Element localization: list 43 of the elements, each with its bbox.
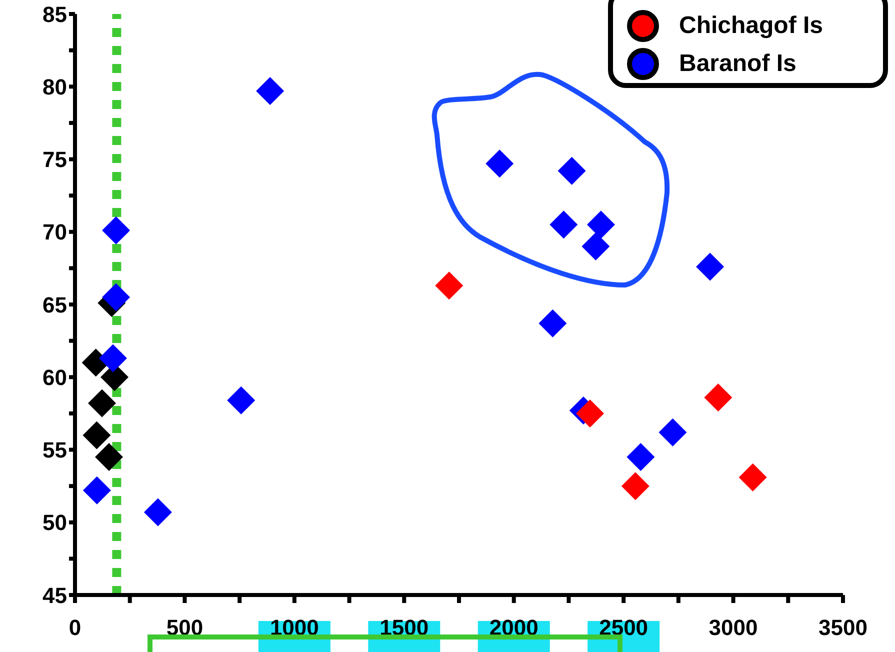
x-tick-label: 3000 (708, 615, 758, 640)
point (435, 272, 464, 300)
point (586, 210, 615, 239)
point (144, 498, 172, 526)
y-tick-label: 65 (42, 292, 67, 318)
point (256, 76, 284, 105)
point (82, 421, 111, 450)
point (696, 252, 724, 281)
point (621, 472, 650, 500)
y-tick-label: 75 (42, 147, 67, 172)
x-tick-label: 0 (68, 615, 82, 640)
y-tick-label: 60 (42, 364, 67, 390)
y-tick-label: 50 (42, 510, 67, 536)
point (558, 156, 586, 185)
x-tick-label: 1500 (380, 615, 429, 640)
y-tick-label: 80 (42, 74, 67, 100)
point (98, 344, 127, 372)
point (227, 386, 256, 414)
x-tick-label: 500 (166, 615, 204, 640)
legend-label: Chichagof Is (679, 12, 824, 40)
point (626, 443, 655, 472)
point (738, 463, 767, 492)
point (538, 309, 567, 338)
point (550, 210, 578, 239)
point (102, 216, 130, 244)
point (704, 383, 732, 412)
point (582, 232, 610, 260)
y-tick-label: 85 (42, 2, 67, 27)
point (95, 443, 124, 472)
point (486, 150, 514, 178)
x-tick-label: 2500 (599, 615, 648, 640)
point (102, 283, 130, 312)
x-tick-label: 3500 (818, 615, 868, 640)
x-tick-label: 2000 (489, 615, 538, 640)
y-tick-label: 70 (42, 220, 67, 245)
point (576, 399, 604, 428)
x-tick-label: 1000 (270, 615, 319, 640)
point (82, 476, 111, 504)
y-tick-label: 55 (42, 438, 67, 463)
y-tick-label: 45 (42, 582, 67, 608)
legend-label: Baranof Is (679, 50, 796, 78)
point (88, 389, 116, 418)
point (658, 418, 687, 446)
